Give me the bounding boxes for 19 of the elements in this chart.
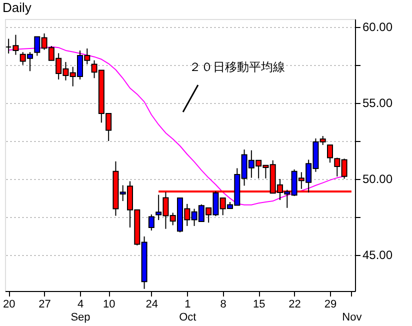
x-tick-label: 4 Sep — [70, 298, 90, 324]
y-tick-label: 55.00 — [362, 96, 393, 110]
y-tick-label: 50.00 — [362, 172, 393, 186]
candlestick — [148, 214, 154, 232]
annotation: ２０日移動平均線 — [189, 60, 285, 74]
y-tick-label: 45.00 — [362, 248, 393, 262]
x-tick-label: 15 — [252, 298, 266, 310]
x-tick-label: 8 — [220, 298, 226, 310]
candlestick — [327, 144, 333, 164]
x-tick-label: 27 — [38, 298, 51, 310]
y-tick-label: 60.00 — [362, 20, 393, 34]
x-tick-label: 24 — [146, 298, 158, 310]
x-tick-label: 20 — [2, 298, 16, 310]
x-tick-label: Nov — [342, 312, 362, 324]
x-tick-label: 1 Oct — [179, 298, 196, 324]
x-tick-label: 29 — [324, 298, 337, 310]
x-tick-label: 22 — [288, 298, 301, 310]
x-tick-label: 10 — [102, 298, 116, 310]
chart-title: Daily — [2, 0, 32, 15]
